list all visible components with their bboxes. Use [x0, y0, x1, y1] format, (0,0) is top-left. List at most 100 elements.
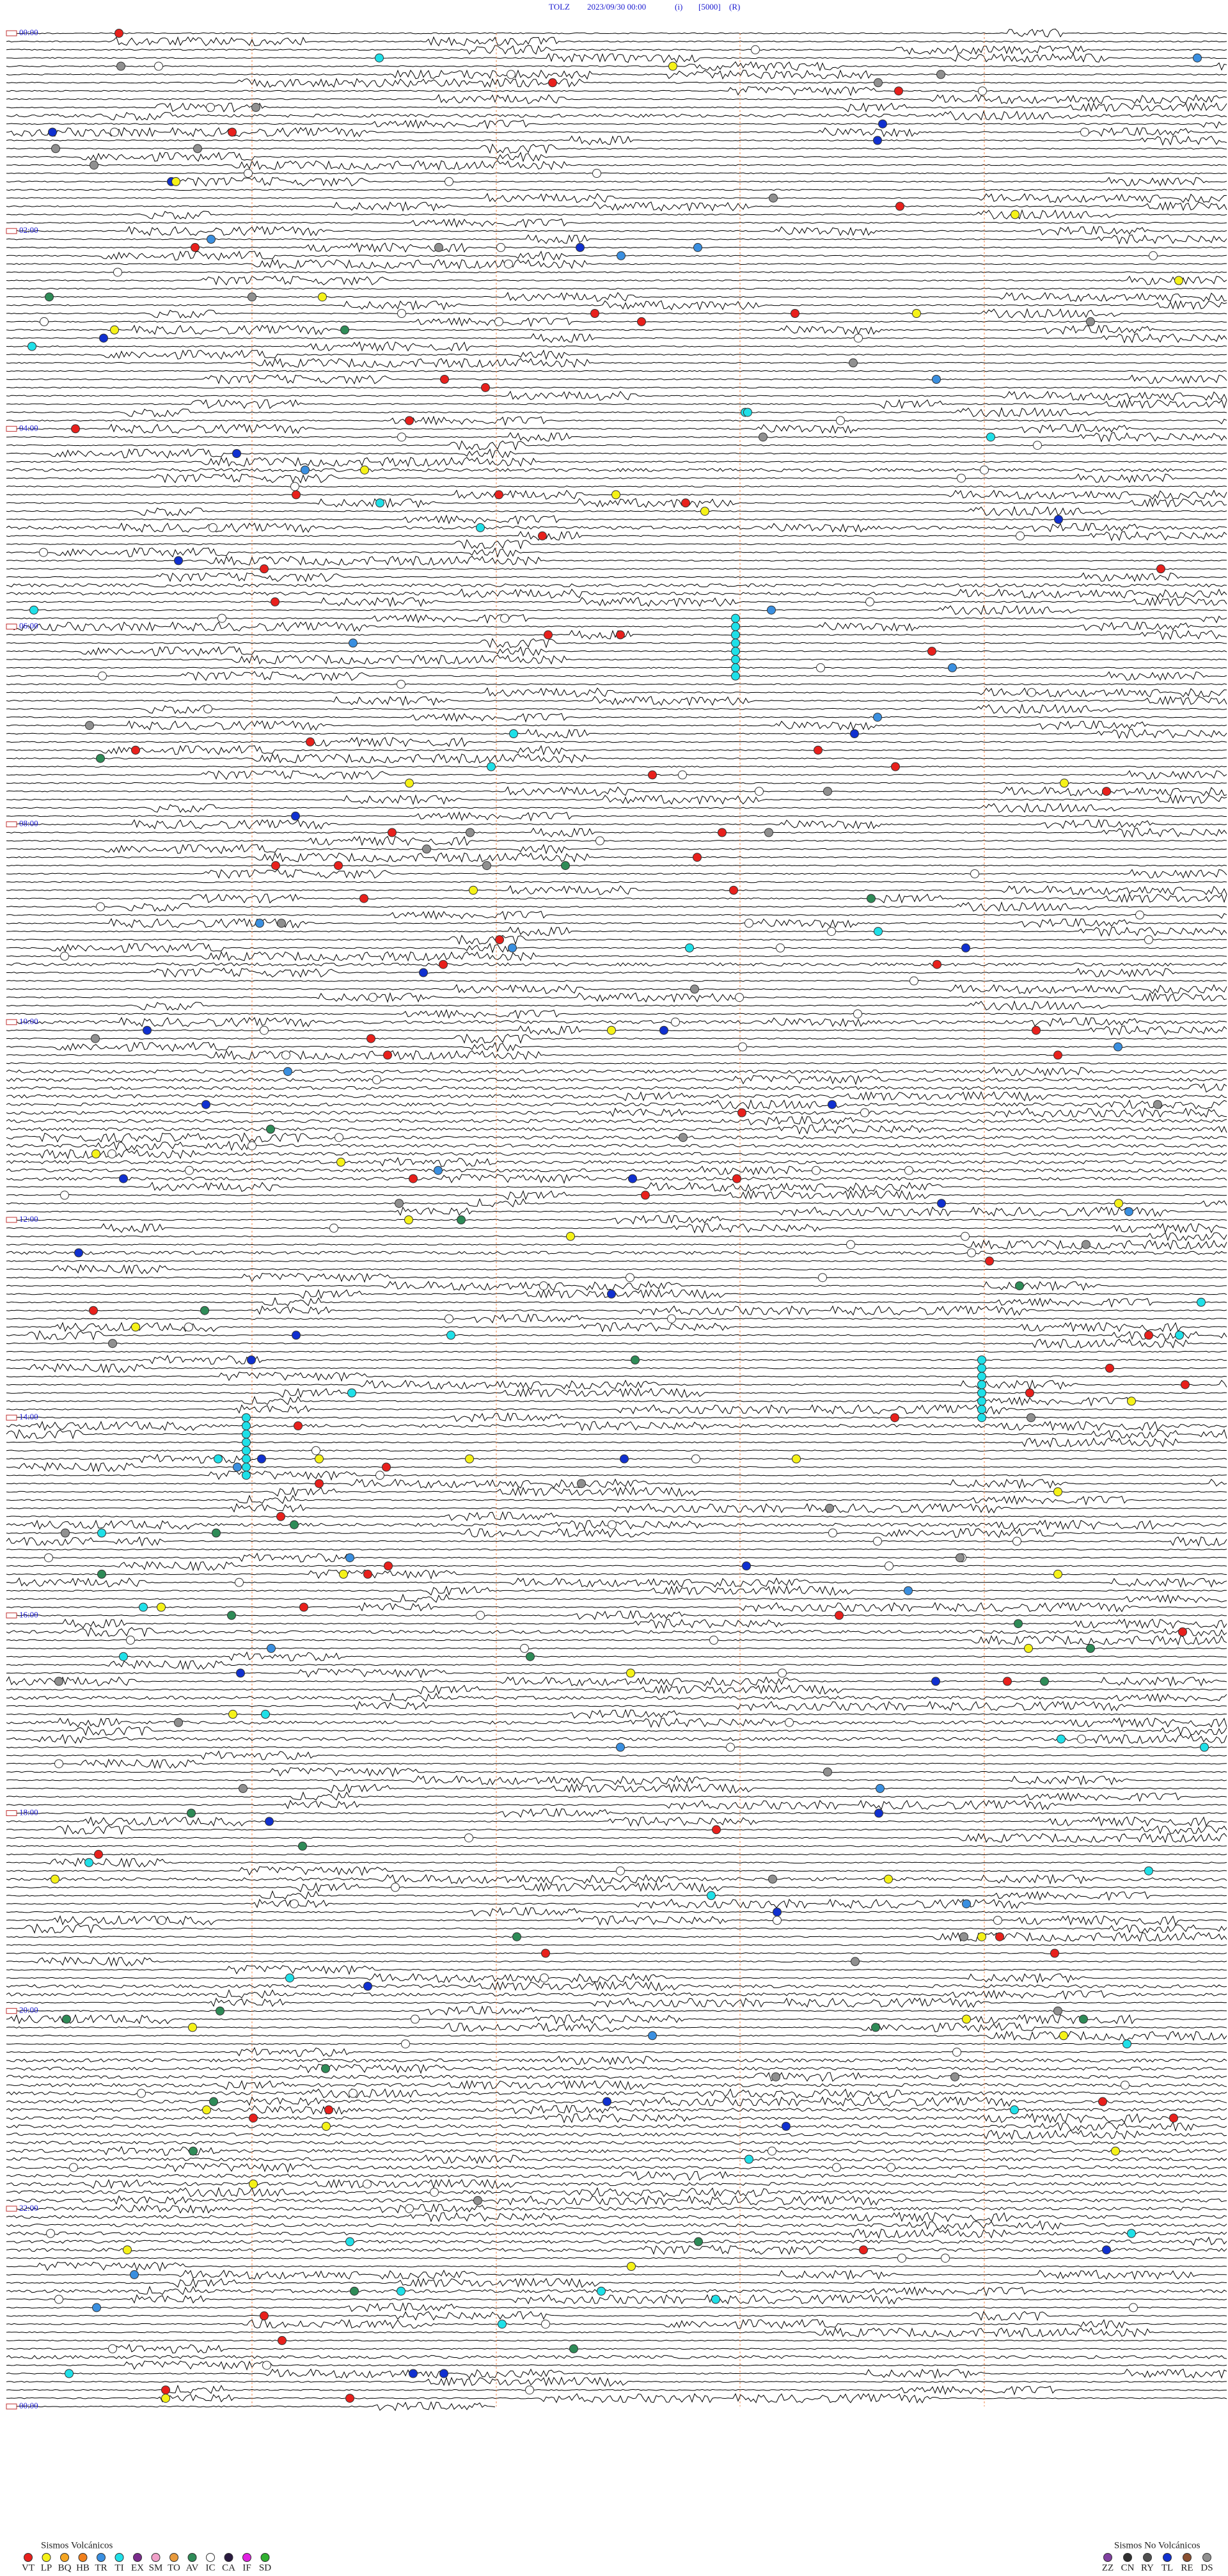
event-marker: [1033, 441, 1042, 450]
event-marker: [469, 885, 478, 895]
event-marker: [232, 449, 241, 458]
event-marker: [1174, 276, 1183, 285]
event-marker: [1144, 1866, 1153, 1876]
trace: [6, 2121, 1227, 2132]
event-marker: [262, 2360, 271, 2370]
event-marker: [812, 1166, 821, 1175]
event-marker: [242, 1429, 251, 1439]
trace: [6, 2064, 1227, 2074]
event-marker: [119, 1174, 128, 1183]
event-marker: [108, 2344, 117, 2353]
event-marker: [891, 762, 900, 771]
event-marker: [993, 1916, 1002, 1925]
event-marker: [98, 671, 107, 681]
event-marker: [985, 1256, 994, 1266]
legend-swatch: [42, 2553, 51, 2562]
trace: [6, 794, 1227, 805]
trace: [6, 1280, 1227, 1292]
event-marker: [363, 2179, 372, 2189]
trace: [6, 1437, 1227, 1448]
event-marker: [154, 61, 163, 71]
trace: [6, 1107, 1227, 1118]
event-marker: [1014, 1619, 1023, 1629]
trace: [6, 567, 1227, 570]
trace: [6, 935, 1227, 945]
trace: [6, 152, 1227, 162]
trace: [6, 1915, 1227, 1926]
event-marker: [116, 61, 125, 71]
event-marker: [1169, 2114, 1178, 2123]
event-marker: [228, 127, 237, 137]
event-marker: [607, 1289, 616, 1299]
event-marker: [1193, 53, 1202, 63]
event-marker: [744, 2154, 753, 2164]
trace: [6, 1676, 1227, 1687]
event-marker: [114, 29, 123, 38]
event-marker: [46, 2229, 55, 2238]
event-marker: [1127, 2229, 1136, 2238]
trace: [6, 110, 1227, 121]
trace: [6, 1944, 1227, 1947]
event-marker: [792, 1454, 801, 1464]
event-marker: [119, 1652, 128, 1661]
event-marker: [1129, 2303, 1138, 2312]
trace: [6, 1260, 1227, 1262]
event-marker: [1003, 1677, 1012, 1686]
event-marker: [476, 1611, 485, 1620]
trace: [6, 827, 1227, 838]
event-marker: [248, 292, 256, 302]
trace: [6, 1561, 1227, 1572]
event-marker: [1012, 1537, 1021, 1546]
event-marker: [91, 1034, 100, 1043]
event-marker: [962, 1899, 971, 1909]
event-marker: [927, 647, 936, 656]
trace: [6, 2005, 1227, 2016]
event-marker: [874, 78, 883, 88]
event-marker: [1025, 1388, 1034, 1398]
trace: [6, 1585, 1227, 1596]
legend-swatch: [133, 2553, 142, 2562]
header: TOLZ 2023/09/30 00:00 (i) [5000] (R): [549, 2, 740, 12]
legend-code: LP: [41, 2563, 52, 2573]
event-marker: [1175, 1331, 1184, 1340]
event-marker: [1144, 935, 1153, 944]
trace: [6, 782, 1227, 784]
event-marker: [718, 828, 727, 837]
event-marker: [731, 663, 740, 672]
event-marker: [616, 1742, 625, 1752]
event-marker: [667, 1314, 676, 1324]
trace: [6, 683, 1227, 686]
trace: [6, 2071, 1227, 2082]
trace: [6, 1989, 1227, 2000]
event-marker: [608, 1520, 617, 1529]
trace: [6, 317, 1227, 328]
trace: [6, 36, 1227, 47]
trace: [6, 292, 1227, 302]
trace: [6, 1420, 1227, 1432]
event-marker: [375, 53, 384, 63]
event-marker: [1200, 1742, 1209, 1752]
legend-swatch: [1183, 2553, 1192, 2562]
event-marker: [90, 161, 98, 170]
event-marker: [61, 1528, 70, 1538]
trace: [6, 1486, 1227, 1497]
trace: [6, 1016, 1227, 1027]
event-marker: [1111, 2146, 1120, 2156]
legend-code: IC: [206, 2563, 216, 2573]
label-icon: [6, 228, 17, 234]
trace: [6, 390, 1227, 401]
trace: [6, 1197, 1227, 1208]
trace: [6, 1330, 1227, 1341]
event-marker: [321, 2064, 330, 2073]
trace: [6, 1931, 1227, 1943]
event-marker: [773, 1908, 782, 1917]
time-label: 12:00: [19, 1214, 38, 1224]
time-label: 22:00: [19, 2203, 38, 2213]
event-marker: [948, 663, 957, 672]
trace: [6, 1166, 1227, 1176]
trace: [6, 583, 1227, 588]
legend-swatch: [78, 2553, 88, 2562]
trace: [6, 1099, 1227, 1110]
trace: [6, 596, 1227, 608]
trace: [6, 869, 1227, 880]
